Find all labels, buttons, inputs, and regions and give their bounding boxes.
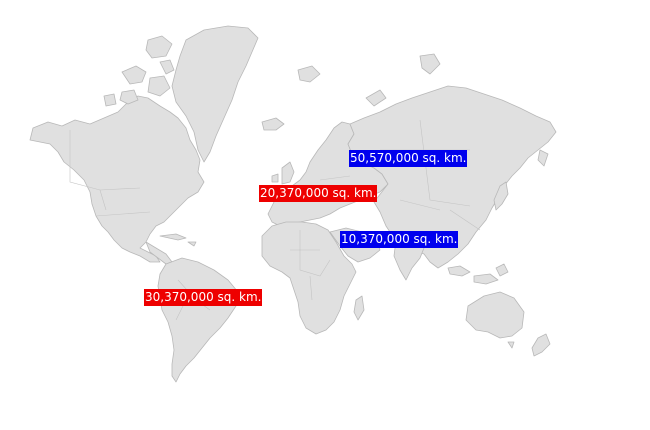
new-zealand[interactable] [507,333,551,357]
greenland-landmass[interactable] [171,25,259,163]
madagascar[interactable] [353,295,365,321]
north-america-landmass[interactable] [29,95,205,263]
arctic-europe-islands[interactable] [297,53,441,107]
marker-africa[interactable]: 10,370,000 sq. km. [340,231,459,248]
australia-landmass[interactable] [465,291,525,339]
arctic-islands[interactable] [103,35,175,107]
south-america-landmass[interactable] [157,257,239,383]
marker-europe[interactable]: 20,370,000 sq. km. [259,185,378,202]
asia-landmass[interactable] [347,85,557,269]
british-isles[interactable] [271,161,295,185]
africa-landmass[interactable] [261,221,357,335]
marker-south-america[interactable]: 30,370,000 sq. km. [144,289,263,306]
east-asia-islands[interactable] [447,149,549,285]
marker-asia[interactable]: 50,570,000 sq. km. [349,150,468,167]
iceland[interactable] [261,117,285,131]
